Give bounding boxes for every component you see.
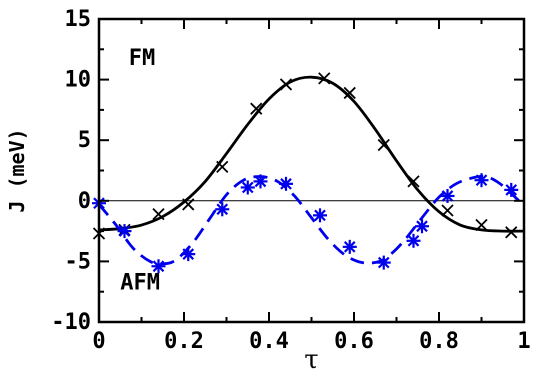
data-point-1-4 — [216, 160, 229, 174]
data-point-1-2 — [152, 207, 165, 221]
y-tick-label: 10 — [65, 68, 92, 93]
y-axis-label: J (meV) — [5, 128, 29, 212]
data-point-3-4 — [215, 202, 230, 217]
x-tick-label: 0.2 — [164, 329, 204, 354]
data-point-3-12 — [415, 219, 429, 234]
data-point-1-3 — [182, 198, 195, 211]
x-tick-label: 0.6 — [334, 329, 374, 354]
labels-layer: 0 0.2 0.4 0.6 0.8 1 -10 -5 0 5 10 15 τ J (meV) FM AFM — [5, 7, 531, 372]
x-axis-label: τ — [304, 345, 318, 372]
data-point-3-1 — [117, 224, 132, 239]
markers-layer — [92, 72, 519, 274]
x-tick-label: 1 — [517, 329, 530, 354]
data-point-1-13 — [505, 226, 518, 239]
data-point-3-3 — [181, 247, 196, 262]
data-point-3-9 — [342, 239, 357, 254]
y-tick-label: 0 — [78, 189, 91, 214]
data-point-3-13 — [440, 188, 455, 203]
x-tick-label: 0.4 — [249, 329, 289, 354]
data-point-1-7 — [318, 72, 331, 85]
data-point-1-5 — [250, 102, 263, 115]
data-point-1-12 — [475, 218, 488, 232]
y-tick-label: 15 — [65, 7, 92, 32]
data-point-3-7 — [279, 176, 293, 191]
data-point-3-10 — [376, 255, 391, 270]
series-line-0 — [99, 75, 524, 233]
data-point-1-6 — [279, 78, 293, 91]
data-point-3-6 — [253, 174, 268, 189]
data-point-1-10 — [407, 175, 420, 188]
data-point-3-11 — [406, 233, 421, 248]
data-point-1-8 — [343, 86, 356, 100]
data-point-3-8 — [313, 208, 327, 223]
data-point-3-15 — [504, 182, 519, 197]
annotation-afm: AFM — [120, 270, 160, 295]
data-point-1-9 — [377, 138, 390, 152]
data-point-1-11 — [441, 204, 454, 217]
series-line-2 — [99, 174, 524, 266]
x-tick-label: 0.8 — [419, 329, 459, 354]
y-tick-label: -10 — [51, 310, 91, 335]
y-tick-label: -5 — [65, 249, 92, 274]
x-tick-label: 0 — [92, 329, 105, 354]
data-point-3-2 — [151, 259, 166, 274]
y-tick-label: 5 — [78, 128, 91, 153]
data-point-3-5 — [240, 180, 255, 195]
plot-frame — [97, 17, 526, 324]
data-point-3-14 — [474, 173, 489, 188]
ticks-layer — [98, 18, 525, 323]
annotation-fm: FM — [129, 46, 156, 71]
series-layer — [99, 75, 524, 266]
